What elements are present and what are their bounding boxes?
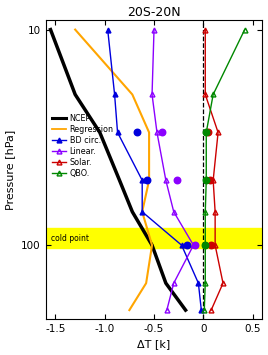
Point [135, 130, 139, 135]
X-axis label: ΔT [k]: ΔT [k] [137, 339, 171, 349]
Point [160, 130, 164, 135]
Point [203, 242, 207, 248]
Point [145, 178, 149, 183]
Point [208, 178, 212, 183]
Point [184, 242, 189, 248]
Point [204, 130, 209, 135]
Point [209, 242, 213, 248]
Point [206, 130, 210, 135]
Text: cold point: cold point [51, 234, 88, 243]
Point [193, 242, 198, 248]
Legend: NCEP, Regression, BD circ., Linear., Solar., QBO.: NCEP, Regression, BD circ., Linear., Sol… [52, 114, 114, 178]
Y-axis label: Pressure [hPa]: Pressure [hPa] [6, 129, 16, 209]
Title: 20S-20N: 20S-20N [127, 6, 181, 18]
Bar [46, 228, 262, 248]
Point [204, 178, 209, 183]
Point [174, 178, 179, 183]
